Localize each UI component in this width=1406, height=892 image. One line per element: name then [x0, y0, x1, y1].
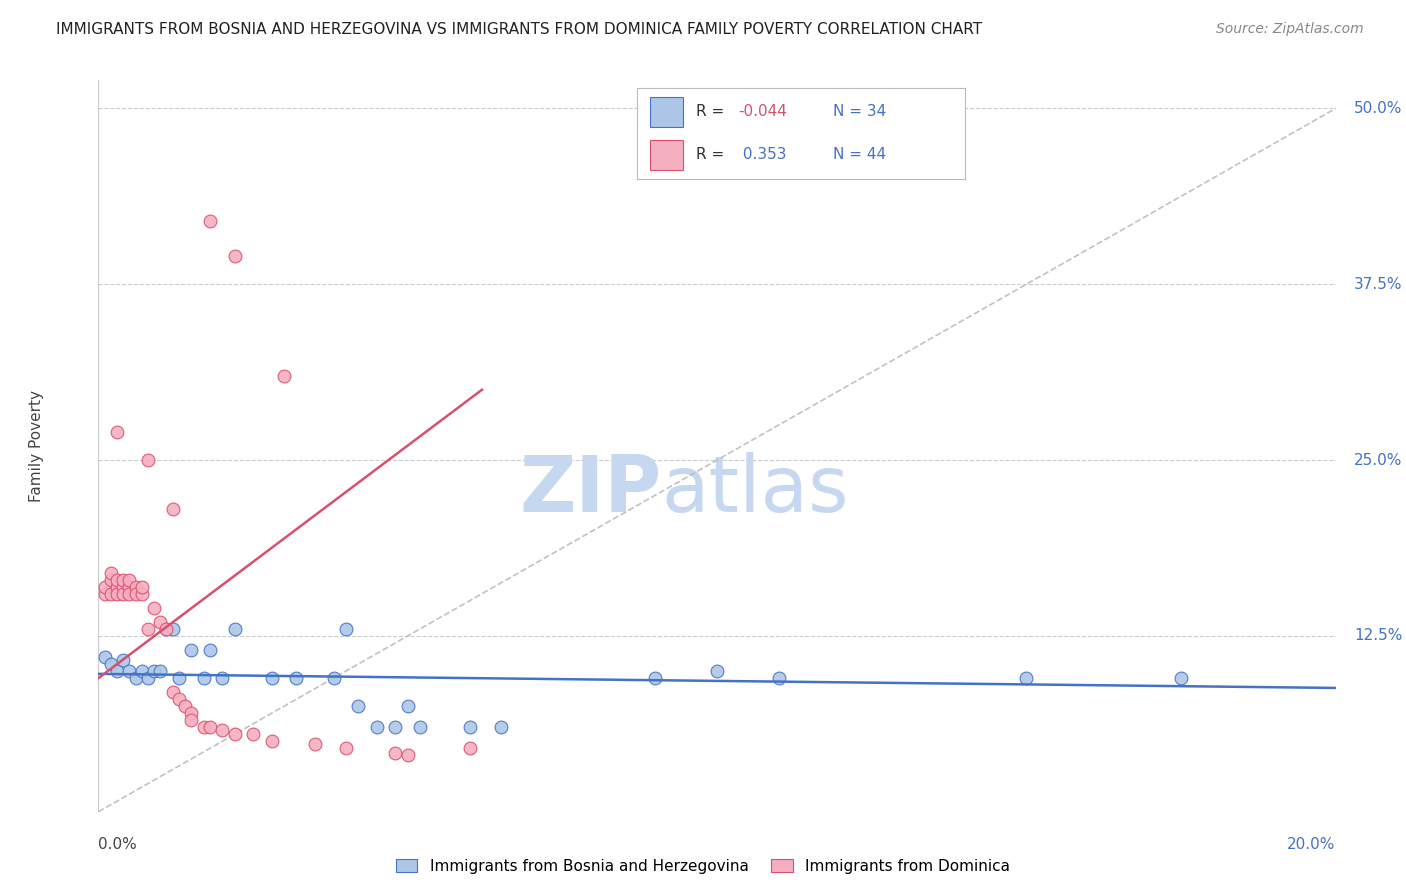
Text: 12.5%: 12.5%: [1354, 628, 1403, 643]
Point: [105, 573, 128, 587]
Text: 25.0%: 25.0%: [1354, 452, 1403, 467]
Point: [149, 615, 172, 629]
Text: 0.0%: 0.0%: [98, 838, 138, 853]
Point: [105, 580, 128, 594]
Point: [93, 580, 115, 594]
Point: [112, 653, 135, 667]
Point: [458, 741, 481, 756]
Text: IMMIGRANTS FROM BOSNIA AND HERZEGOVINA VS IMMIGRANTS FROM DOMINICA FAMILY POVERT: IMMIGRANTS FROM BOSNIA AND HERZEGOVINA V…: [56, 22, 983, 37]
Legend: Immigrants from Bosnia and Herzegovina, Immigrants from Dominica: Immigrants from Bosnia and Herzegovina, …: [389, 853, 1017, 880]
Point: [304, 737, 326, 751]
Point: [242, 727, 264, 741]
Point: [167, 671, 190, 685]
Point: [112, 573, 135, 587]
Point: [193, 671, 215, 685]
Point: [211, 723, 233, 738]
Point: [458, 720, 481, 734]
Point: [131, 664, 153, 678]
Text: Family Poverty: Family Poverty: [30, 390, 44, 502]
Point: [131, 587, 153, 601]
Point: [409, 720, 432, 734]
Point: [366, 720, 388, 734]
Point: [335, 741, 357, 756]
Point: [224, 622, 246, 636]
Point: [118, 587, 141, 601]
Point: [105, 664, 128, 678]
Point: [112, 580, 135, 594]
Point: [100, 566, 122, 580]
Point: [285, 671, 308, 685]
Point: [136, 453, 159, 467]
Point: [180, 643, 202, 657]
Point: [396, 748, 419, 763]
Point: [260, 734, 283, 748]
Point: [93, 650, 115, 665]
Point: [167, 692, 190, 706]
Point: [198, 643, 221, 657]
Point: [155, 622, 177, 636]
Point: [180, 706, 202, 721]
Point: [112, 587, 135, 601]
Point: [706, 664, 728, 678]
Point: [93, 587, 115, 601]
Point: [384, 720, 406, 734]
Point: [260, 671, 283, 685]
Point: [136, 622, 159, 636]
Point: [335, 622, 357, 636]
Point: [180, 714, 202, 728]
Point: [396, 699, 419, 714]
Point: [143, 600, 166, 615]
Point: [155, 622, 177, 636]
Point: [162, 685, 184, 699]
Point: [193, 720, 215, 734]
Point: [124, 587, 146, 601]
Point: [100, 573, 122, 587]
Point: [105, 425, 128, 439]
Point: [100, 657, 122, 671]
Point: [198, 214, 221, 228]
Text: 37.5%: 37.5%: [1354, 277, 1403, 292]
Point: [162, 622, 184, 636]
Point: [224, 727, 246, 741]
Point: [384, 746, 406, 760]
Point: [211, 671, 233, 685]
Point: [162, 502, 184, 516]
Text: 20.0%: 20.0%: [1288, 838, 1336, 853]
Point: [118, 573, 141, 587]
Point: [224, 249, 246, 263]
Point: [489, 720, 512, 734]
Point: [105, 587, 128, 601]
Point: [100, 587, 122, 601]
Point: [1015, 671, 1038, 685]
Point: [149, 664, 172, 678]
Point: [768, 671, 790, 685]
Point: [136, 671, 159, 685]
Text: Source: ZipAtlas.com: Source: ZipAtlas.com: [1216, 22, 1364, 37]
Point: [124, 671, 146, 685]
Point: [118, 580, 141, 594]
Text: ZIP: ZIP: [519, 452, 661, 528]
Point: [644, 671, 666, 685]
Point: [118, 664, 141, 678]
Point: [124, 580, 146, 594]
Point: [347, 699, 370, 714]
Point: [131, 580, 153, 594]
Point: [1170, 671, 1192, 685]
Point: [273, 368, 295, 383]
Point: [174, 699, 197, 714]
Point: [322, 671, 344, 685]
Point: [143, 664, 166, 678]
Text: atlas: atlas: [661, 452, 849, 528]
Text: 50.0%: 50.0%: [1354, 101, 1403, 116]
Point: [198, 720, 221, 734]
